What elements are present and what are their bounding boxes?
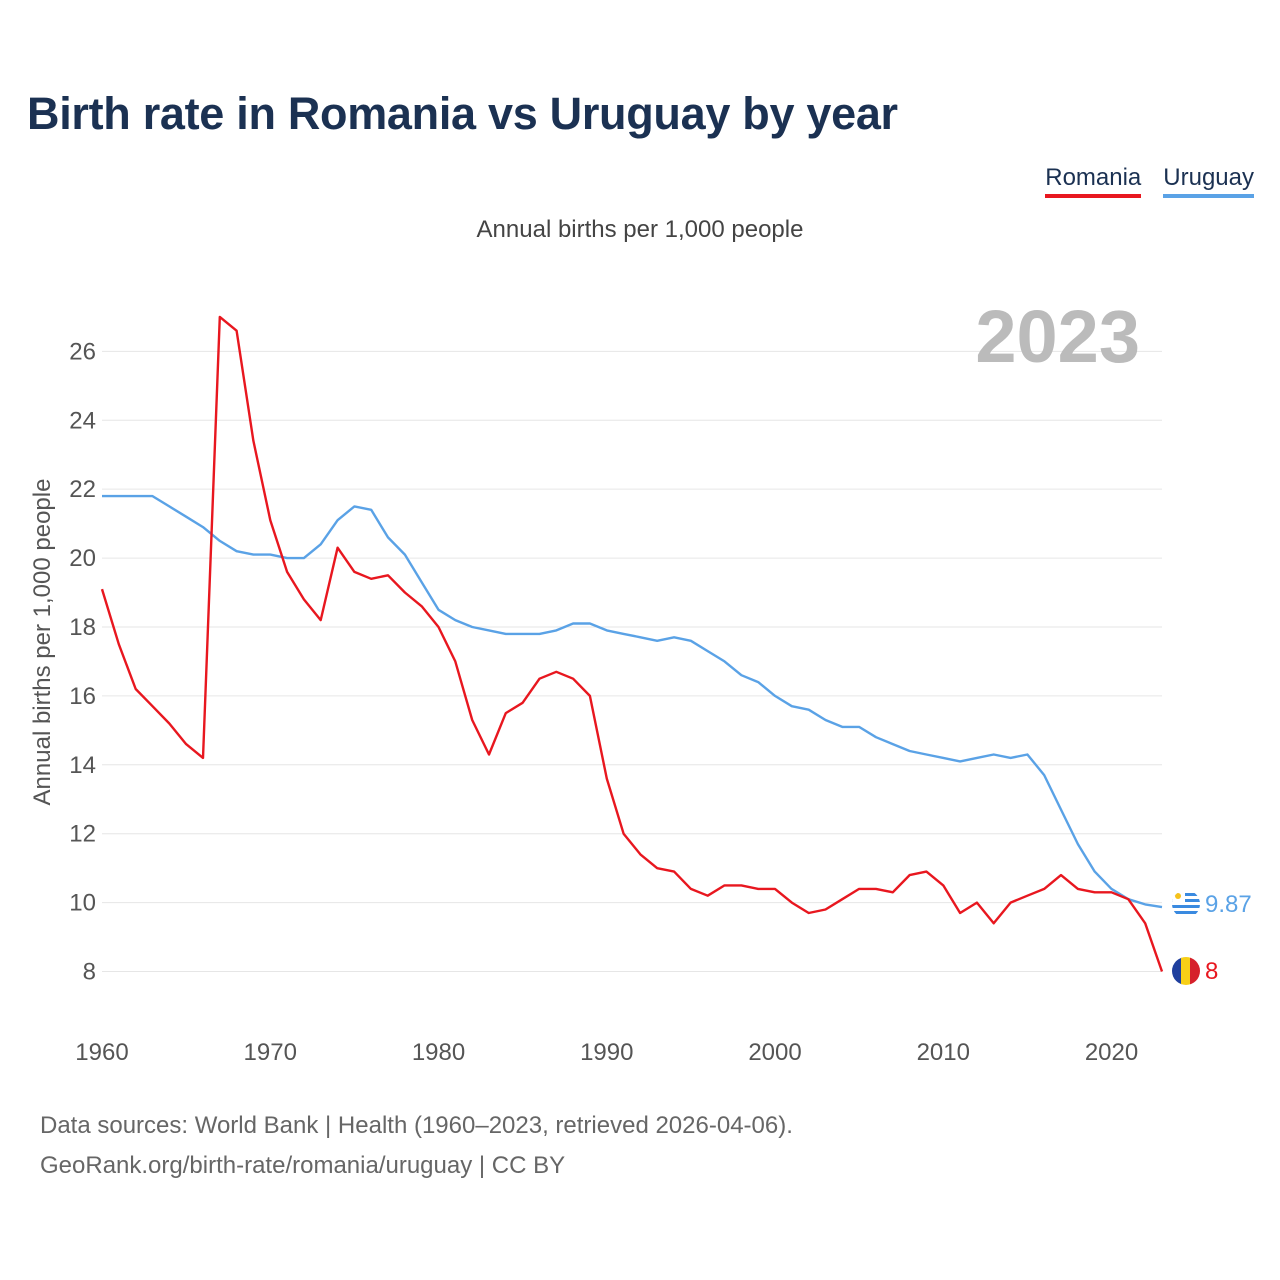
source-note: Data sources: World Bank | Health (1960–…: [40, 1106, 793, 1186]
x-tick-label: 2020: [1085, 1039, 1138, 1066]
y-tick-label: 16: [69, 683, 96, 710]
y-tick-label: 14: [69, 752, 96, 779]
source-line-2: GeoRank.org/birth-rate/romania/uruguay |…: [40, 1152, 566, 1179]
romania-flag-icon: [1172, 957, 1200, 985]
chart-subtitle: Annual births per 1,000 people: [476, 216, 804, 243]
y-axis-label: Annual births per 1,000 people: [29, 479, 56, 806]
y-tick-label: 20: [69, 545, 96, 572]
romania-end-label: 8: [1205, 958, 1218, 985]
y-tick-label: 12: [69, 821, 96, 848]
series-line-romania: [100, 315, 1164, 972]
legend: Romania Uruguay: [1045, 164, 1254, 198]
line-chart: 8 10 12 14 16 18 20 22 24 26 1960 1970 1980 1990 2000…: [29, 295, 1252, 1066]
x-tick-label: 1990: [580, 1039, 633, 1066]
y-tick-label: 26: [69, 338, 96, 365]
gridlines: [102, 350, 1162, 973]
legend-item-uruguay[interactable]: Uruguay: [1163, 164, 1254, 198]
y-axis-ticks: 8 10 12 14 16 18 20 22 24 26: [69, 338, 96, 985]
series-lines: [100, 315, 1164, 972]
y-tick-label: 8: [83, 959, 96, 986]
uruguay-flag-icon: [1172, 890, 1200, 918]
x-tick-label: 2010: [917, 1039, 970, 1066]
series-line-uruguay: [102, 494, 1163, 909]
y-tick-label: 10: [69, 890, 96, 917]
x-tick-label: 1960: [75, 1039, 128, 1066]
x-tick-label: 1980: [412, 1039, 465, 1066]
uruguay-end-label: 9.87: [1205, 891, 1252, 918]
legend-item-romania[interactable]: Romania: [1045, 164, 1142, 198]
y-tick-label: 24: [69, 407, 96, 434]
x-axis-ticks: 1960 1970 1980 1990 2000 2010 2020: [75, 1039, 1138, 1066]
source-line-1: Data sources: World Bank | Health (1960–…: [40, 1112, 793, 1139]
y-tick-label: 22: [69, 476, 96, 503]
chart-title: Birth rate in Romania vs Uruguay by year: [27, 88, 898, 139]
year-watermark: 2023: [975, 295, 1140, 378]
x-tick-label: 1970: [244, 1039, 297, 1066]
y-tick-label: 18: [69, 614, 96, 641]
x-tick-label: 2000: [748, 1039, 801, 1066]
